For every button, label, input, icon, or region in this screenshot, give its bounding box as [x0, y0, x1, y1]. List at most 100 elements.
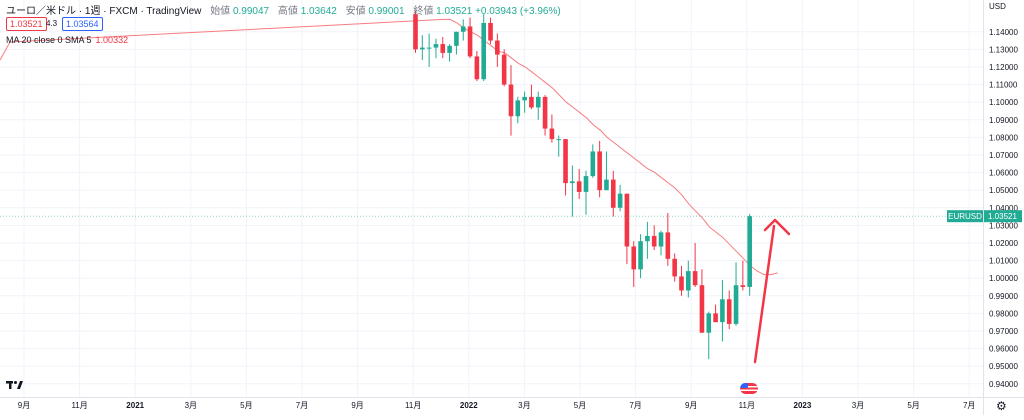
ma-value: 1.00332	[95, 35, 129, 45]
x-tick-label: 9月	[18, 401, 30, 410]
candle-body[interactable]	[740, 285, 746, 287]
x-tick-label: 11月	[739, 401, 755, 410]
candle-body[interactable]	[706, 313, 712, 333]
trend-arrow-shaft	[753, 224, 776, 364]
x-tick-label: 2022	[460, 401, 478, 410]
candle-body[interactable]	[617, 193, 623, 208]
candle-body[interactable]	[733, 285, 739, 324]
candle-body[interactable]	[433, 44, 439, 48]
low-label: 安値	[345, 6, 366, 17]
change-value: +0.03943 (+3.96%)	[475, 6, 561, 17]
candle-body[interactable]	[713, 313, 718, 323]
spread-value: 4.3	[46, 19, 58, 28]
x-tick-label: 2023	[794, 401, 812, 410]
candle-body[interactable]	[672, 258, 677, 277]
candle-body[interactable]	[686, 271, 691, 291]
y-tick-label: 1.04000	[989, 204, 1018, 213]
candle-body[interactable]	[583, 176, 589, 192]
candle-body[interactable]	[638, 241, 643, 270]
sell-price-button[interactable]: 1.03521	[6, 17, 47, 31]
candle-body[interactable]	[658, 232, 664, 247]
candle-body[interactable]	[631, 246, 637, 270]
candle-body[interactable]	[522, 96, 527, 101]
candle-body[interactable]	[720, 299, 725, 323]
high-label: 高値	[277, 6, 298, 17]
candle-body[interactable]	[549, 128, 555, 140]
x-tick-label: 5月	[907, 401, 919, 410]
symbol-tag-label: EURUSD	[948, 212, 982, 221]
candle-body[interactable]	[495, 40, 500, 55]
candle-body[interactable]	[726, 299, 732, 324]
candle-body[interactable]	[679, 276, 684, 291]
candle-body[interactable]	[645, 235, 650, 242]
candle-body[interactable]	[508, 84, 514, 117]
y-tick-label: 1.01000	[989, 257, 1018, 266]
candle-body[interactable]	[604, 179, 609, 191]
y-tick-label: 1.07000	[989, 151, 1018, 160]
close-value: 1.03521	[436, 6, 473, 17]
candle-body[interactable]	[590, 151, 596, 177]
candle-body[interactable]	[535, 96, 541, 108]
us-flag-event-icon[interactable]	[740, 383, 758, 394]
high-value: 1.03642	[300, 6, 337, 17]
y-tick-label: 1.13000	[989, 45, 1018, 54]
candle-body[interactable]	[699, 285, 705, 333]
candle-body[interactable]	[576, 181, 582, 192]
y-tick-label: 0.95000	[989, 362, 1018, 371]
x-tick-label: 9月	[685, 401, 697, 410]
candle-body[interactable]	[488, 22, 493, 41]
candle-body[interactable]	[692, 271, 698, 286]
candle-body[interactable]	[556, 139, 562, 141]
candle-body[interactable]	[460, 26, 466, 32]
y-tick-label: 0.99000	[989, 292, 1018, 301]
candle-body[interactable]	[651, 235, 657, 247]
y-tick-label: 0.96000	[989, 345, 1018, 354]
gear-icon[interactable]: ⚙	[996, 399, 1007, 413]
candle-body[interactable]	[447, 45, 452, 53]
x-tick-label: 11月	[71, 401, 87, 410]
candle-body[interactable]	[529, 96, 534, 108]
candle-body[interactable]	[467, 26, 473, 57]
candle-layer	[413, 10, 752, 360]
candle-body[interactable]	[610, 179, 616, 208]
candle-body[interactable]	[440, 44, 446, 53]
x-tick-label: 3月	[518, 401, 530, 410]
tradingview-logo-icon[interactable]	[6, 380, 24, 390]
y-tick-label: 1.06000	[989, 169, 1018, 178]
symbol-title: ユーロ／米ドル · 1週 · FXCM · TradingView	[6, 6, 202, 17]
ma-legend[interactable]: MA 20 close 0 SMA 5 1.00332	[6, 35, 128, 45]
y-tick-label: 1.12000	[989, 63, 1018, 72]
candle-body[interactable]	[515, 100, 521, 117]
candle-body[interactable]	[597, 151, 602, 191]
y-tick-label: 1.02000	[989, 239, 1018, 248]
x-tick-label: 7月	[296, 401, 308, 410]
x-tick-label: 7月	[963, 401, 975, 410]
candle-body[interactable]	[570, 181, 575, 184]
candle-body[interactable]	[665, 232, 671, 259]
buy-price-button[interactable]: 1.03564	[62, 17, 103, 31]
candle-body[interactable]	[501, 54, 507, 85]
ma-layer	[0, 18, 778, 276]
y-tick-label: 1.03000	[989, 221, 1018, 230]
candle-body[interactable]	[747, 216, 752, 287]
candle-body[interactable]	[481, 22, 486, 80]
y-tick-label: 0.97000	[989, 327, 1018, 336]
candle-body[interactable]	[563, 139, 568, 184]
candle-body[interactable]	[413, 14, 418, 50]
candle-body[interactable]	[542, 96, 548, 129]
annotation-layer: EURUSD 1.03521	[0, 210, 1022, 364]
symbol-tag-bg	[947, 210, 983, 223]
ma-label: MA 20 close 0 SMA 5	[6, 35, 92, 45]
candle-body[interactable]	[454, 31, 459, 46]
last-price-tag-bg	[984, 210, 1022, 223]
y-tick-label: 1.10000	[989, 98, 1018, 107]
candle-body[interactable]	[420, 47, 425, 50]
candle-body[interactable]	[474, 56, 480, 80]
candle-body[interactable]	[624, 193, 630, 247]
open-value: 0.99047	[232, 6, 270, 17]
low-value: 0.99001	[368, 6, 405, 17]
candle-body[interactable]	[426, 47, 432, 49]
